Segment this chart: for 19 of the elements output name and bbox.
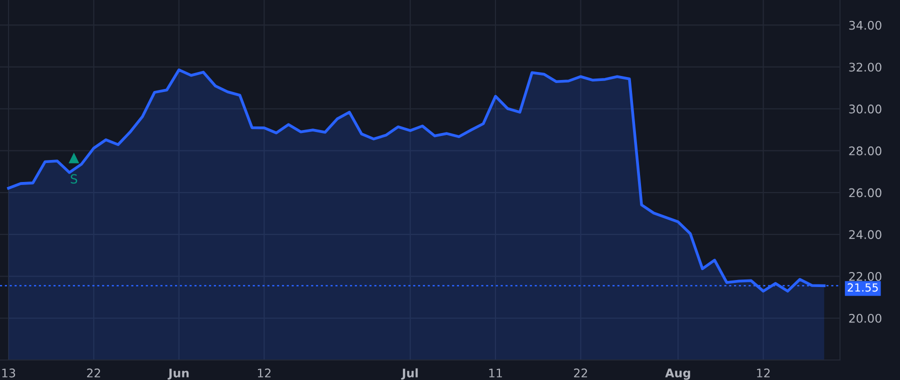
- y-tick-label: 30.00: [849, 104, 882, 114]
- y-tick-label: 26.00: [849, 188, 882, 198]
- annotation: S: [70, 174, 78, 184]
- y-tick-label: 22.00: [849, 272, 882, 281]
- x-tick-label: 13: [2, 368, 16, 378]
- x-tick-label: Jul: [401, 368, 418, 380]
- ref-line-label: 21.55: [848, 283, 878, 292]
- y-tick-label: 20.00: [849, 314, 882, 323]
- x-tick-label: 12: [757, 368, 770, 378]
- x-tick-label: Jun: [168, 368, 189, 380]
- x-tick-label: 22: [87, 368, 100, 378]
- x-tick-label: 12: [258, 368, 271, 378]
- y-tick-label: 24.00: [849, 230, 882, 240]
- x-tick-label: 22: [574, 368, 588, 378]
- x-tick-label: 11: [489, 368, 502, 378]
- y-tick-label: 28.00: [849, 146, 882, 156]
- y-tick-label: 32.00: [849, 62, 882, 72]
- x-tick-label: Aug: [665, 368, 690, 380]
- y-tick-label: 34.00: [849, 20, 882, 30]
